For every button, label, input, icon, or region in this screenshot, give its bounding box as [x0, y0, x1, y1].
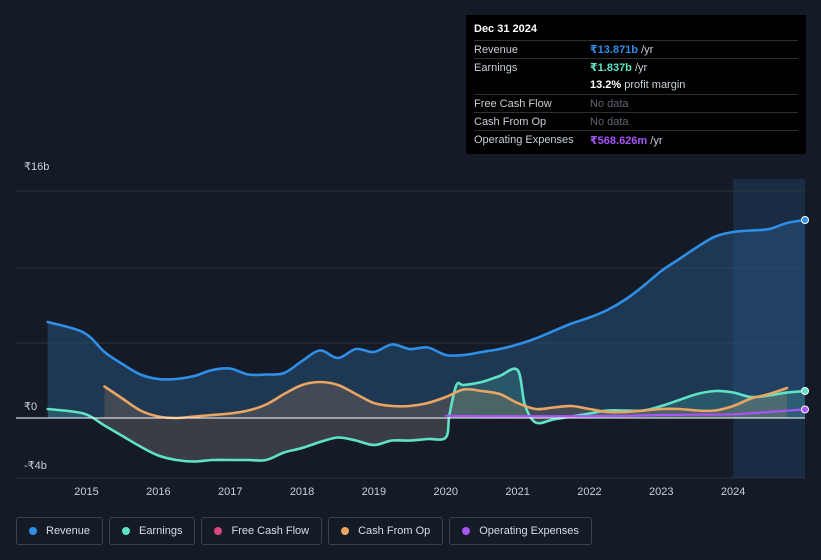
tooltip-row-opex: Operating Expenses ₹568.626m /yr: [474, 130, 798, 148]
tooltip-row-fcf: Free Cash Flow No data: [474, 93, 798, 112]
tooltip-unit: profit margin: [624, 79, 686, 92]
tooltip-label: Cash From Op: [474, 115, 547, 128]
x-tick-label: 2015: [74, 486, 98, 498]
x-tick-label: 2016: [146, 486, 170, 498]
tooltip-label: Operating Expenses: [474, 134, 574, 147]
legend-item-free-cash-flow[interactable]: Free Cash Flow: [201, 517, 323, 545]
tooltip-value: No data: [590, 115, 629, 128]
legend: Revenue Earnings Free Cash Flow Cash Fro…: [16, 517, 592, 545]
revenue-endpoint: [801, 216, 809, 224]
x-axis-labels: 2015 2016 2017 2018 2019 2020 2021 2022 2023 2024: [74, 486, 745, 498]
x-tick-label: 2021: [505, 486, 529, 498]
tooltip-value: 13.2%: [590, 79, 622, 92]
earnings-endpoint: [801, 387, 809, 395]
tooltip-row-cfo: Cash From Op No data: [474, 112, 798, 130]
legend-dot-icon: [341, 527, 350, 535]
gridlines: [16, 190, 805, 479]
tooltip-date: Dec 31 2024: [474, 23, 537, 35]
operating-expenses-line: [444, 408, 807, 418]
tooltip-value: ₹1.837b: [590, 62, 632, 75]
legend-item-revenue[interactable]: Revenue: [16, 517, 104, 545]
x-tick-label: 2020: [434, 486, 458, 498]
tooltip-label: Earnings: [474, 61, 518, 74]
tooltip-label: Revenue: [474, 43, 519, 56]
x-tick-label: 2024: [721, 486, 745, 498]
tooltip-value: No data: [590, 97, 629, 110]
x-tick-label: 2019: [362, 486, 386, 498]
tooltip-row-earnings: Earnings ₹1.837b /yr: [474, 58, 798, 76]
x-tick-label: 2017: [218, 486, 242, 498]
y-tick-label: ₹16b: [24, 161, 49, 173]
tooltip-row-revenue: Revenue ₹13.871b /yr: [474, 40, 798, 58]
legend-label: Cash From Op: [358, 525, 431, 537]
legend-label: Operating Expenses: [479, 525, 579, 537]
legend-label: Free Cash Flow: [231, 525, 310, 537]
legend-label: Revenue: [46, 525, 91, 537]
x-tick-label: 2023: [649, 486, 673, 498]
tooltip-value: ₹13.871b: [590, 44, 639, 57]
revenue-line: [46, 218, 807, 381]
x-tick-label: 2018: [290, 486, 314, 498]
earnings-negative-area: [47, 418, 805, 462]
legend-label: Earnings: [139, 525, 183, 537]
tooltip-label: Free Cash Flow: [474, 97, 552, 110]
legend-item-cash-from-op[interactable]: Cash From Op: [328, 517, 444, 545]
series-fills: [47, 220, 805, 462]
x-tick-label: 2022: [577, 486, 601, 498]
tooltip-value: ₹568.626m: [590, 134, 648, 147]
legend-item-operating-expenses[interactable]: Operating Expenses: [449, 517, 592, 545]
legend-item-earnings[interactable]: Earnings: [109, 517, 196, 545]
operating-expenses-endpoint: [801, 405, 809, 414]
earnings-area: [47, 368, 805, 462]
legend-dot-icon: [214, 527, 223, 535]
legend-dot-icon: [122, 527, 131, 535]
legend-dot-icon: [462, 527, 471, 535]
y-tick-label: ₹0: [24, 401, 37, 413]
tooltip-row-margin: 13.2% profit margin: [474, 77, 798, 94]
y-tick-label: -₹4b: [24, 460, 47, 472]
revenue-area: [47, 220, 805, 418]
series-lines: [46, 218, 807, 463]
cash-from-op-line: [103, 380, 789, 420]
tooltip-unit: /yr: [641, 44, 654, 57]
y-axis-labels: ₹16b ₹0 -₹4b: [24, 161, 49, 472]
tooltip-unit: /yr: [634, 62, 648, 75]
legend-dot-icon: [29, 527, 37, 535]
cash-from-op-area: [104, 382, 787, 418]
series-endpoints: [801, 216, 809, 414]
tooltip-panel: Dec 31 2024 Revenue ₹13.871b /yr Earning…: [466, 15, 806, 154]
tooltip-unit: /yr: [650, 134, 663, 147]
